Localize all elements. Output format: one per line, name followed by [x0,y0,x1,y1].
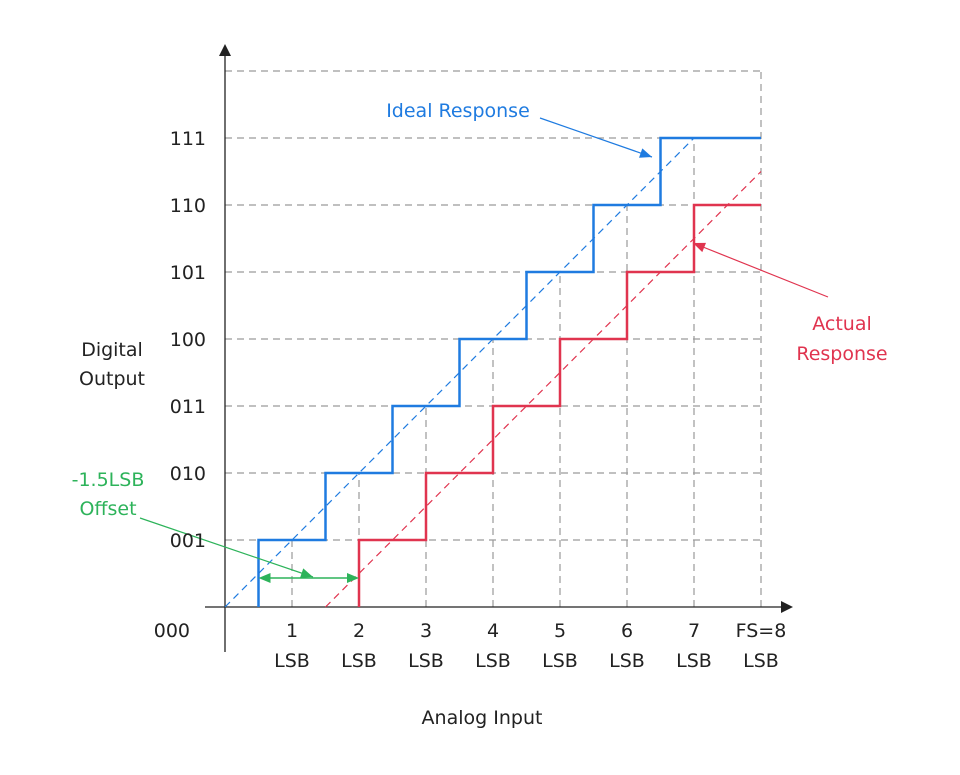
x-tick-labels: 1 LSB 2 LSB 3 LSB 4 LSB 5 LSB 6 LSB 7 LSB FS=8 LSB [274,620,786,672]
y-tick-label-100: 100 [170,329,206,351]
offset-leader-head [300,568,313,578]
y-axis-label-line1: Digital [81,339,143,361]
x-tick-unit-1: LSB [274,650,310,672]
grid-lines [225,70,762,607]
x-axis-arrow [781,601,793,613]
x-tick-unit-8: LSB [743,650,779,672]
x-tick-label-5: 5 [554,620,566,642]
actual-response-ideal-line [325,171,762,608]
offset-leader-line [139,517,314,578]
actual-leader-line [692,242,829,298]
y-tick-label-010: 010 [170,463,206,485]
x-tick-label-6: 6 [621,620,633,642]
x-tick-unit-2: LSB [341,650,377,672]
y-axis-label-line2: Output [79,368,145,390]
y-tick-label-111: 111 [170,128,206,150]
x-tick-unit-7: LSB [676,650,712,672]
y-tick-label-101: 101 [170,262,206,284]
ideal-response-ideal-line [224,137,695,608]
ideal-leader-line [539,117,653,158]
x-tick-label-1: 1 [286,620,298,642]
x-tick-unit-4: LSB [475,650,511,672]
series-layer [224,136,762,608]
annotations [139,117,829,583]
ideal-leader-head [639,148,652,158]
actual-response-label-line2: Response [796,343,887,365]
x-tick-label-2: 2 [353,620,365,642]
y-tick-label-011: 011 [170,396,206,418]
y-tick-label-000: 000 [154,620,190,642]
actual-leader-head [693,242,706,253]
y-tick-label-001: 001 [170,530,206,552]
offset-label-line2: Offset [79,498,136,520]
actual-response-staircase [357,203,761,607]
x-tick-unit-3: LSB [408,650,444,672]
y-tick-label-110: 110 [170,195,206,217]
ideal-response-label: Ideal Response [386,100,530,122]
y-axis-arrow [219,44,231,56]
x-tick-label-7: 7 [688,620,700,642]
x-tick-unit-5: LSB [542,650,578,672]
ideal-response-staircase [257,136,761,607]
offset-span-head-right [347,573,359,583]
x-axis-label: Analog Input [422,707,543,729]
y-tick-labels: 000 001 010 011 100 101 110 111 [154,128,206,642]
x-tick-unit-6: LSB [609,650,645,672]
offset-span-head-left [258,573,271,583]
x-tick-label-8: FS=8 [736,620,787,642]
actual-response-label-line1: Actual [812,313,872,335]
x-tick-label-4: 4 [487,620,499,642]
x-tick-label-3: 3 [420,620,432,642]
axes [205,44,793,652]
offset-label-line1: -1.5LSB [72,469,145,491]
